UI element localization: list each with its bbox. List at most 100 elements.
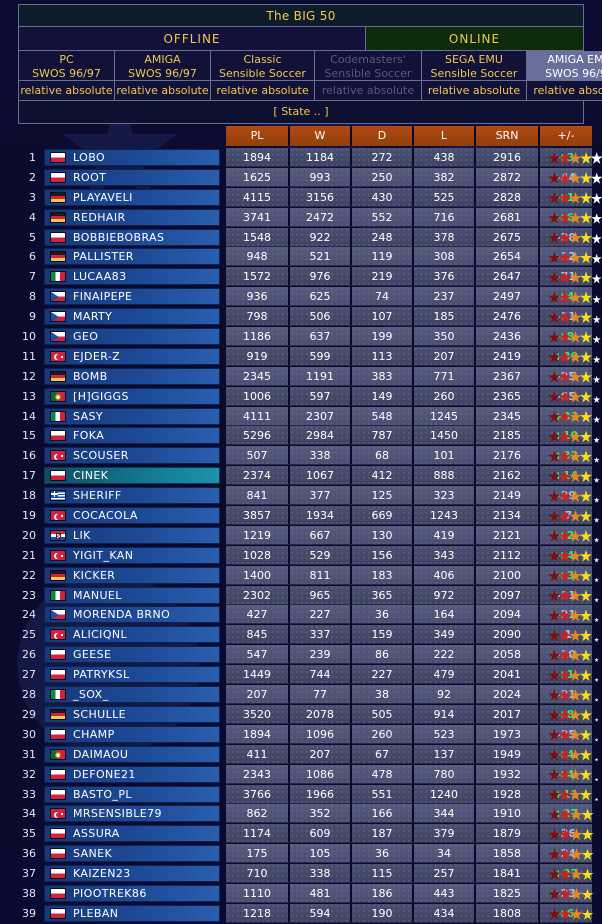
- flag-icon-italy: [50, 271, 66, 282]
- player-name-bar[interactable]: ROOT: [44, 169, 220, 186]
- player-name-bar[interactable]: DEFONE21: [44, 766, 220, 783]
- player-name-bar[interactable]: MARTY: [44, 308, 220, 325]
- player-name-bar[interactable]: EJDER-Z: [44, 348, 220, 365]
- player-name-bar[interactable]: KAIZEN23: [44, 865, 220, 882]
- player-name-bar[interactable]: SHERIFF: [44, 487, 220, 504]
- player-name-bar[interactable]: MRSENSIBLE79: [44, 805, 220, 822]
- tab-codemasters-ss[interactable]: Codemasters'Sensible Soccer: [315, 51, 422, 81]
- column-header-w[interactable]: W: [290, 126, 352, 146]
- player-name-bar[interactable]: BASTO_PL: [44, 786, 220, 803]
- column-header-l[interactable]: L: [414, 126, 476, 146]
- tab-amiga-emu-swos[interactable]: AMIGA EMUSWOS 96/97: [527, 51, 602, 81]
- player-name-bar[interactable]: PATRYKSL: [44, 666, 220, 683]
- column-header-d[interactable]: D: [352, 126, 414, 146]
- player-name-bar[interactable]: FINAIPEPE: [44, 288, 220, 305]
- player-name-bar[interactable]: GEO: [44, 328, 220, 345]
- player-name-bar[interactable]: SCHULLE: [44, 706, 220, 723]
- player-name-bar[interactable]: SANEK: [44, 845, 220, 862]
- row-rank: 10: [0, 327, 36, 346]
- player-name-bar[interactable]: [H]GIGGS: [44, 388, 220, 405]
- player-name-bar[interactable]: REDHAIR: [44, 209, 220, 226]
- column-header-pl[interactable]: PL: [226, 126, 290, 146]
- player-name-bar[interactable]: DAIMAOU: [44, 746, 220, 763]
- player-name-bar[interactable]: SASY: [44, 408, 220, 425]
- subtab-relative-absolute-codemasters-ss[interactable]: relative absolute: [315, 81, 422, 101]
- state-row[interactable]: [ State .. ]: [19, 101, 583, 123]
- player-name-bar[interactable]: LUCAA83: [44, 268, 220, 285]
- player-name-bar[interactable]: CHAMP: [44, 726, 220, 743]
- player-name-bar[interactable]: YIGIT_KAN: [44, 547, 220, 564]
- player-name-bar[interactable]: LIK: [44, 527, 220, 544]
- player-name-bar[interactable]: SCOUSER: [44, 447, 220, 464]
- player-name-bar[interactable]: PALLISTER: [44, 248, 220, 265]
- subtab-relative-absolute-pc-swos[interactable]: relative absolute: [19, 81, 115, 101]
- subtab-relative-absolute-amiga-swos[interactable]: relative absolute: [115, 81, 211, 101]
- player-name-bar[interactable]: PIOOTREK86: [44, 885, 220, 902]
- subtab-relative-absolute-classic-ss[interactable]: relative absolute: [211, 81, 315, 101]
- player-name-bar[interactable]: PLEBAN: [44, 905, 220, 922]
- player-name-bar[interactable]: ASSURA: [44, 825, 220, 842]
- player-name-bar[interactable]: LOBO: [44, 149, 220, 166]
- player-name-bar[interactable]: ALICIQNL: [44, 626, 220, 643]
- player-name-bar[interactable]: MORENDA BRNO: [44, 606, 220, 623]
- player-name-bar[interactable]: CINEK: [44, 467, 220, 484]
- rating-star: [548, 649, 561, 662]
- player-name-bar[interactable]: GEESE: [44, 646, 220, 663]
- player-name-bar[interactable]: MANUEL: [44, 587, 220, 604]
- subtab-relative-absolute-amiga-emu-swos[interactable]: relative absolute: [527, 81, 602, 101]
- player-name-bar[interactable]: _SOX_: [44, 686, 220, 703]
- player-name-bar[interactable]: FOKA: [44, 427, 220, 444]
- player-name-bar[interactable]: BOMB: [44, 368, 220, 385]
- player-name-bar[interactable]: KICKER: [44, 567, 220, 584]
- player-name-bar[interactable]: PLAYAVELI: [44, 189, 220, 206]
- player-name-bar[interactable]: BOBBIEBOBRAS: [44, 229, 220, 246]
- column-header-srn[interactable]: SRN: [476, 126, 540, 146]
- player-name-bar[interactable]: COCACOLA: [44, 507, 220, 524]
- subtab-relative-absolute-sega-emu-ss[interactable]: relative absolute: [422, 81, 527, 101]
- column-header-[interactable]: +/-: [540, 126, 592, 146]
